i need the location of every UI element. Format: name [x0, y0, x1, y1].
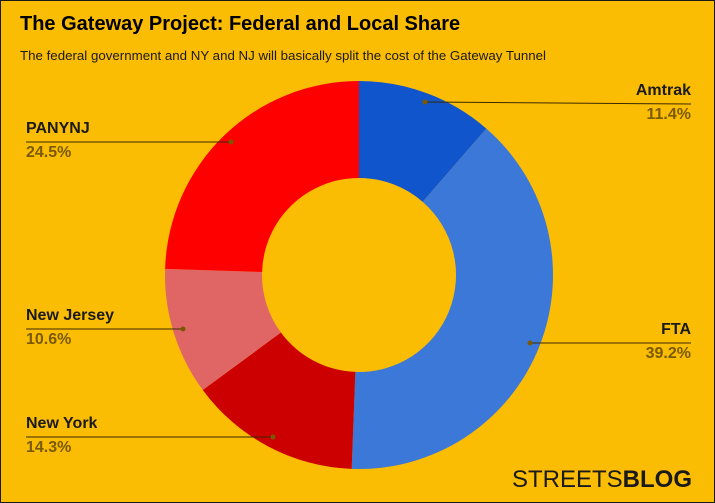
label-fta-pct: 39.2%	[645, 345, 691, 362]
label-panynj-name: PANYNJ	[26, 120, 90, 137]
leader-lines	[26, 99, 692, 440]
label-panynj-pct: 24.5%	[26, 144, 72, 161]
donut-slices	[165, 81, 553, 469]
slice-panynj	[165, 81, 359, 272]
label-fta-name: FTA	[661, 321, 691, 338]
chart-title: The Gateway Project: Federal and Local S…	[20, 13, 461, 35]
label-new-york: New York 14.3%	[26, 414, 97, 458]
brand-bold: BLOG	[622, 466, 692, 493]
label-panynj: PANYNJ 24.5%	[26, 119, 90, 163]
label-new-jersey: New Jersey 10.6%	[26, 306, 114, 350]
label-new-york-pct: 14.3%	[26, 439, 72, 456]
label-amtrak: Amtrak 11.4%	[636, 81, 691, 125]
chart-subtitle: The federal government and NY and NJ wil…	[20, 48, 546, 63]
label-new-york-name: New York	[26, 415, 98, 432]
slice-fta	[351, 128, 553, 469]
label-amtrak-pct: 11.4%	[646, 106, 691, 123]
slice-new-york	[202, 332, 356, 469]
label-new-jersey-pct: 10.6%	[26, 331, 72, 348]
label-new-jersey-name: New Jersey	[26, 307, 115, 324]
slice-new-jersey	[165, 268, 281, 391]
slice-amtrak	[359, 81, 487, 202]
label-amtrak-name: Amtrak	[635, 82, 691, 99]
brand-light: STREETS	[511, 466, 623, 493]
label-fta: FTA 39.2%	[646, 320, 691, 364]
streetsblog-logo: STREETSBLOG	[512, 466, 692, 494]
